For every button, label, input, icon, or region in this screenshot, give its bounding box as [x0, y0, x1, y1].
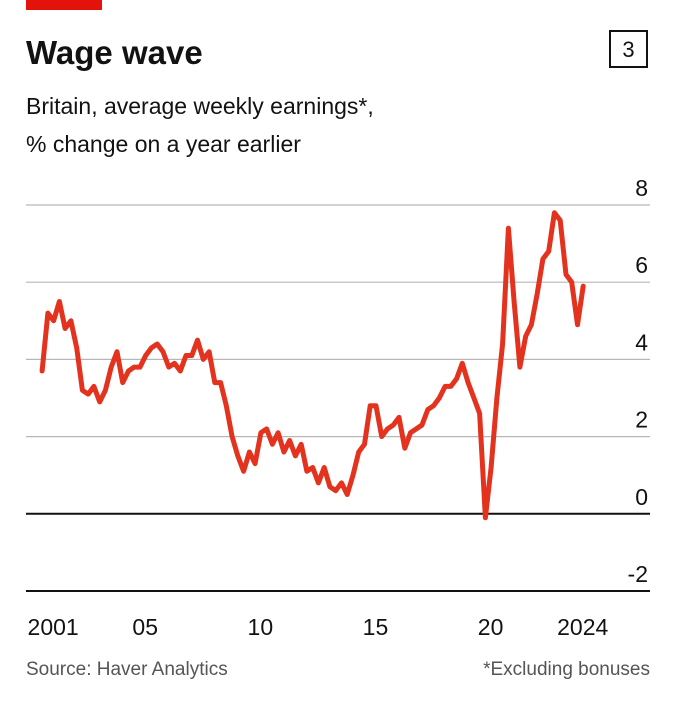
- badge-box: [609, 30, 648, 68]
- x-tick-label: 2001: [28, 614, 79, 640]
- x-tick-label: 20: [478, 614, 504, 640]
- y-tick-label: 2: [635, 407, 648, 433]
- y-tick-label: 8: [635, 175, 648, 201]
- accent-bar: [26, 0, 102, 10]
- note: *Excluding bonuses: [483, 659, 650, 680]
- y-tick-label: 6: [635, 252, 648, 278]
- chart-title: Wage wave: [26, 34, 203, 71]
- y-tick-label: 4: [635, 329, 648, 355]
- y-tick-label: -2: [628, 561, 648, 587]
- source: Source: Haver Analytics: [26, 659, 228, 680]
- subtitle: Britain, average weekly earnings*,: [26, 93, 374, 119]
- x-tick-label: 15: [363, 614, 389, 640]
- badge: 3: [622, 37, 634, 62]
- x-tick-label: 05: [132, 614, 158, 640]
- data-line: [39, 210, 586, 521]
- x-tick-label: 2024: [557, 614, 608, 640]
- y-tick-label: 0: [635, 484, 648, 510]
- subtitle: % change on a year earlier: [26, 131, 301, 157]
- x-tick-label: 10: [248, 614, 274, 640]
